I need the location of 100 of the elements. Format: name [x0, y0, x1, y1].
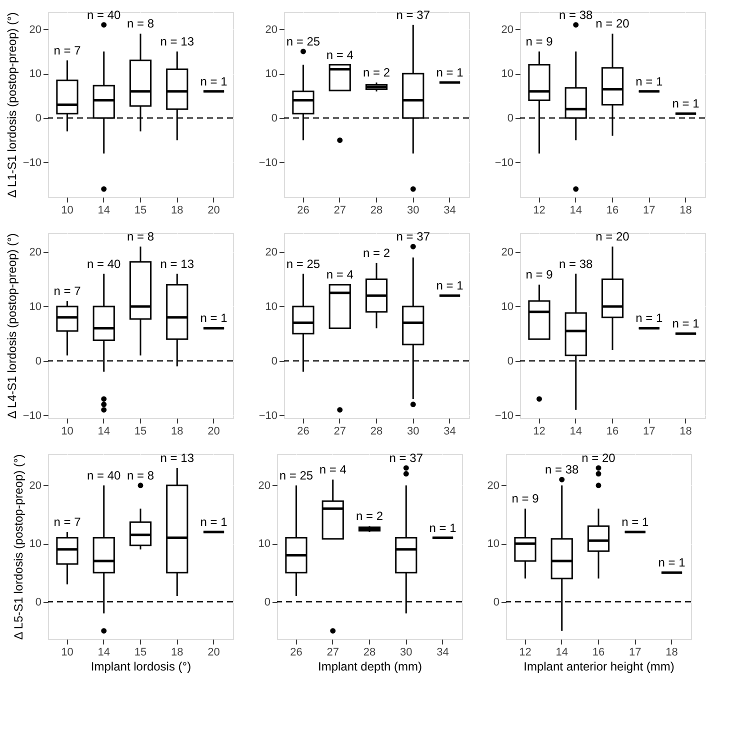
annotation: n = 1 [436, 66, 464, 80]
annotation: n = 9 [512, 492, 540, 506]
y-tick-label: 0 [264, 596, 270, 608]
x-tick-label: 34 [436, 646, 449, 658]
y-tick-label: 0 [271, 355, 278, 368]
y-tick-label: 10 [29, 300, 42, 313]
x-tick-label: 26 [297, 426, 310, 438]
y-tick-label: 10 [265, 300, 278, 313]
y-tick-label: 0 [493, 596, 500, 608]
x-tick-label: 18 [666, 646, 678, 658]
y-tick-label: −10 [258, 410, 278, 422]
annotation: n = 40 [87, 468, 122, 482]
annotation: n = 1 [672, 316, 700, 331]
x-tick-label: 30 [407, 426, 420, 438]
x-tick-label: 15 [134, 204, 147, 216]
annotation: n = 7 [54, 514, 82, 529]
y-tick-label: −10 [22, 410, 42, 422]
x-tick-label: 14 [98, 204, 110, 216]
x-axis-title: Implant depth (mm) [318, 660, 422, 674]
annotation: n = 38 [559, 8, 594, 22]
annotation: n = 1 [636, 311, 663, 326]
y-axis-title: Δ L5-S1 lordosis (postop-preop) (°) [11, 454, 26, 640]
x-tick-label: 20 [208, 426, 220, 438]
annotation: n = 2 [362, 66, 390, 80]
annotation: n = 20 [596, 230, 630, 244]
annotation: n = 13 [160, 34, 194, 48]
y-tick-label: 20 [487, 480, 500, 492]
x-tick-label: 14 [556, 646, 568, 658]
x-axis-title: Implant anterior height (mm) [524, 660, 674, 674]
x-tick-label: 18 [171, 204, 184, 216]
x-tick-label: 12 [533, 204, 546, 216]
annotation: n = 2 [356, 509, 384, 524]
annotation: n = 37 [389, 450, 424, 465]
annotation: n = 13 [160, 450, 194, 465]
x-tick-label: 17 [643, 426, 656, 438]
x-tick-label: 26 [290, 646, 302, 658]
x-tick-label: 15 [134, 646, 147, 658]
x-tick-label: 27 [334, 426, 346, 438]
x-tick-label: 26 [297, 204, 310, 216]
y-tick-label: 10 [501, 300, 514, 313]
annotation: n = 9 [526, 34, 554, 48]
annotation: n = 7 [54, 43, 82, 58]
x-tick-label: 30 [400, 646, 412, 658]
annotation: n = 25 [286, 256, 320, 271]
y-tick-label: 0 [35, 355, 42, 368]
annotation: n = 1 [200, 311, 228, 326]
y-tick-label: 20 [29, 480, 42, 492]
y-tick-label: 20 [501, 246, 514, 259]
y-tick-label: 10 [29, 68, 42, 80]
annotation: n = 7 [54, 284, 82, 298]
x-tick-label: 18 [171, 426, 184, 438]
x-tick-label: 20 [208, 646, 220, 658]
annotation: n = 40 [87, 256, 122, 271]
annotation: n = 20 [596, 16, 630, 31]
y-tick-label: −10 [494, 410, 514, 422]
y-tick-label: 20 [501, 24, 514, 36]
annotation: n = 8 [126, 16, 154, 31]
y-tick-label: 20 [29, 246, 42, 259]
x-tick-label: 14 [98, 426, 110, 438]
annotation: n = 1 [429, 520, 457, 535]
x-tick-label: 18 [680, 426, 692, 438]
annotation: n = 2 [362, 246, 390, 260]
annotation: n = 40 [87, 8, 122, 22]
annotation: n = 37 [396, 230, 430, 244]
y-tick-label: 0 [507, 355, 514, 368]
y-tick-label: −10 [258, 156, 278, 169]
x-tick-label: 27 [326, 646, 339, 658]
y-tick-label: 0 [507, 112, 514, 125]
x-tick-label: 34 [444, 204, 456, 216]
x-tick-label: 18 [171, 646, 184, 658]
x-tick-label: 30 [407, 204, 420, 216]
annotation: n = 1 [672, 96, 700, 111]
annotation: n = 9 [526, 268, 554, 282]
y-tick-label: −10 [22, 156, 42, 169]
x-tick-label: 16 [606, 204, 619, 216]
x-tick-label: 28 [370, 204, 383, 216]
annotation: n = 8 [126, 468, 154, 482]
x-tick-label: 16 [606, 426, 619, 438]
annotation: n = 1 [658, 556, 686, 570]
annotation: n = 37 [396, 8, 430, 22]
annotation: n = 4 [319, 462, 347, 477]
x-tick-label: 14 [570, 204, 582, 216]
annotation: n = 13 [160, 256, 194, 271]
y-tick-label: 10 [29, 538, 42, 550]
x-tick-label: 16 [592, 646, 605, 658]
y-tick-label: 0 [35, 112, 42, 125]
annotation: n = 38 [545, 462, 580, 477]
annotation: n = 4 [326, 268, 354, 282]
x-axis-title: Implant lordosis (°) [90, 660, 192, 674]
x-tick-label: 12 [519, 646, 532, 658]
x-tick-label: 28 [363, 646, 376, 658]
x-tick-label: 28 [370, 426, 383, 438]
annotation: n = 25 [286, 34, 320, 48]
annotation: n = 1 [622, 514, 649, 529]
y-tick-label: 0 [35, 596, 42, 608]
x-tick-label: 14 [98, 646, 110, 658]
annotation: n = 1 [200, 514, 228, 529]
y-tick-label: 20 [29, 24, 42, 36]
x-tick-label: 18 [680, 204, 692, 216]
x-tick-label: 20 [208, 204, 220, 216]
